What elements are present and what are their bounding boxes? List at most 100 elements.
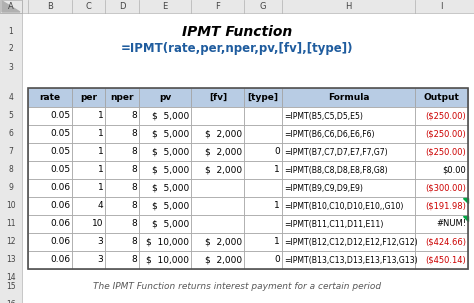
Text: $  5,000: $ 5,000 <box>152 219 190 228</box>
Bar <box>415 251 468 269</box>
Text: ($300.00): ($300.00) <box>425 184 466 192</box>
Text: ($450.14): ($450.14) <box>425 255 466 265</box>
Bar <box>105 233 138 251</box>
Text: 0.05: 0.05 <box>50 165 70 175</box>
Bar <box>105 161 138 179</box>
Text: $  10,000: $ 10,000 <box>146 238 190 247</box>
Text: $  2,000: $ 2,000 <box>205 165 242 175</box>
Text: $  2,000: $ 2,000 <box>205 129 242 138</box>
Bar <box>191 179 244 197</box>
Text: =IPMT(B10,C10,D10,E10,,G10): =IPMT(B10,C10,D10,E10,,G10) <box>284 201 403 211</box>
Text: $  5,000: $ 5,000 <box>152 129 190 138</box>
Text: 8: 8 <box>131 238 137 247</box>
Text: 3: 3 <box>98 255 103 265</box>
Bar <box>282 179 415 197</box>
Bar <box>72 125 105 143</box>
Text: ($250.00): ($250.00) <box>425 112 466 121</box>
Text: 8: 8 <box>131 184 137 192</box>
Bar <box>28 215 72 233</box>
Polygon shape <box>463 215 467 221</box>
Text: 8: 8 <box>131 112 137 121</box>
Bar <box>282 88 415 107</box>
Text: =IPMT(rate,per,nper,pv,[fv],[type]): =IPMT(rate,per,nper,pv,[fv],[type]) <box>121 42 353 55</box>
Bar <box>191 125 244 143</box>
Text: $  2,000: $ 2,000 <box>205 238 242 247</box>
Bar <box>72 215 105 233</box>
Bar <box>138 233 191 251</box>
Text: #NUM!: #NUM! <box>436 219 466 228</box>
Bar <box>244 88 282 107</box>
Polygon shape <box>2 1 20 12</box>
Bar <box>28 197 72 215</box>
Bar <box>415 107 468 125</box>
Bar <box>72 251 105 269</box>
Text: 4: 4 <box>98 201 103 211</box>
Bar <box>28 233 72 251</box>
Bar <box>244 215 282 233</box>
Bar <box>105 125 138 143</box>
Bar <box>282 233 415 251</box>
Bar <box>282 143 415 161</box>
Bar <box>28 179 72 197</box>
Bar <box>28 251 72 269</box>
Bar <box>28 88 468 269</box>
Text: =IPMT(B13,C13,D13,E13,F13,G13): =IPMT(B13,C13,D13,E13,F13,G13) <box>284 255 418 265</box>
Text: $  2,000: $ 2,000 <box>205 148 242 157</box>
Text: 16: 16 <box>6 300 16 303</box>
Text: 1: 1 <box>98 184 103 192</box>
Text: 7: 7 <box>9 148 13 157</box>
Text: $  2,000: $ 2,000 <box>205 255 242 265</box>
Text: 3: 3 <box>9 62 13 72</box>
Text: 8: 8 <box>9 165 13 175</box>
Text: $  10,000: $ 10,000 <box>146 255 190 265</box>
Text: 0.06: 0.06 <box>50 184 70 192</box>
Text: 0.05: 0.05 <box>50 129 70 138</box>
Text: 0.05: 0.05 <box>50 148 70 157</box>
Text: =IPMT(B6,C6,D6,E6,F6): =IPMT(B6,C6,D6,E6,F6) <box>284 129 374 138</box>
Bar <box>191 143 244 161</box>
Text: [type]: [type] <box>247 93 279 102</box>
Text: 13: 13 <box>6 255 16 265</box>
Bar <box>244 251 282 269</box>
Bar <box>138 125 191 143</box>
Bar <box>138 107 191 125</box>
Text: 10: 10 <box>92 219 103 228</box>
Bar <box>138 215 191 233</box>
Bar <box>191 161 244 179</box>
Text: 1: 1 <box>9 27 13 36</box>
Text: 6: 6 <box>9 129 13 138</box>
Bar <box>28 88 72 107</box>
Bar <box>282 251 415 269</box>
Text: D: D <box>119 2 125 11</box>
Bar <box>415 161 468 179</box>
Text: 0.05: 0.05 <box>50 112 70 121</box>
Text: 11: 11 <box>6 219 16 228</box>
Text: 8: 8 <box>131 129 137 138</box>
Bar <box>28 143 72 161</box>
Bar <box>0 0 22 303</box>
Text: 15: 15 <box>6 282 16 291</box>
Text: Formula: Formula <box>328 93 369 102</box>
Bar <box>191 107 244 125</box>
Text: 1: 1 <box>98 165 103 175</box>
Text: $  5,000: $ 5,000 <box>152 148 190 157</box>
Bar <box>415 88 468 107</box>
Text: 8: 8 <box>131 201 137 211</box>
Bar <box>282 125 415 143</box>
Bar <box>415 179 468 197</box>
Text: E: E <box>163 2 168 11</box>
Text: 8: 8 <box>131 148 137 157</box>
Bar <box>0 0 474 13</box>
Text: 1: 1 <box>274 165 280 175</box>
Text: =IPMT(B12,C12,D12,E12,F12,G12): =IPMT(B12,C12,D12,E12,F12,G12) <box>284 238 418 247</box>
Text: 9: 9 <box>9 184 13 192</box>
Bar <box>28 107 72 125</box>
Bar <box>72 88 105 107</box>
Bar <box>415 125 468 143</box>
Bar <box>105 88 138 107</box>
Text: 8: 8 <box>131 219 137 228</box>
Text: ($424.66): ($424.66) <box>425 238 466 247</box>
Text: =IPMT(B9,C9,D9,E9): =IPMT(B9,C9,D9,E9) <box>284 184 363 192</box>
Bar <box>72 107 105 125</box>
Text: 0: 0 <box>274 255 280 265</box>
